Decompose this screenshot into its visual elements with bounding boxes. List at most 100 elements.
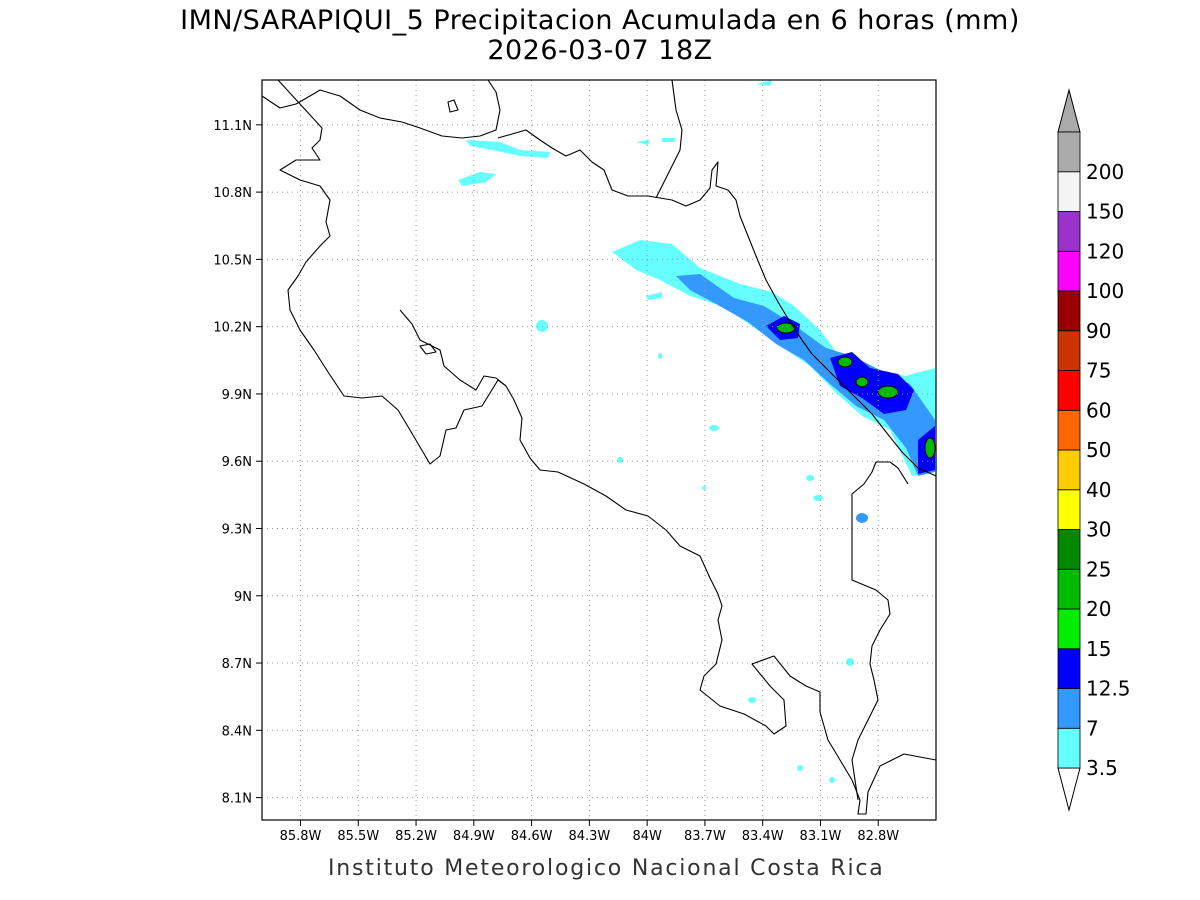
lon-tick-label: 84.9W bbox=[453, 829, 495, 844]
colorbar-level-label: 25 bbox=[1086, 557, 1111, 581]
precip-patch-north-3 bbox=[636, 140, 650, 145]
lat-tick-label: 10.2N bbox=[213, 321, 252, 336]
colorbar-level-label: 15 bbox=[1086, 637, 1111, 661]
precip-patch-11 bbox=[813, 495, 823, 501]
colorbar-segment bbox=[1057, 250, 1081, 292]
lat-tick-label: 9.9N bbox=[222, 388, 252, 403]
map-datetime: 2026-03-07 18Z bbox=[487, 35, 713, 66]
lon-tick-label: 85.8W bbox=[280, 829, 322, 844]
colorbar-level-label: 100 bbox=[1086, 279, 1124, 303]
colorbar-segment bbox=[1057, 568, 1081, 610]
precip-patch-north-5 bbox=[756, 80, 772, 86]
coastline bbox=[261, 79, 937, 815]
precip-core-green-5 bbox=[924, 437, 936, 459]
colorbar-level-label: 90 bbox=[1086, 319, 1111, 343]
colorbar-segment bbox=[1057, 330, 1081, 371]
lon-tick-label: 83.7W bbox=[684, 829, 726, 844]
colorbar-segment bbox=[1057, 370, 1081, 411]
lat-tick-label: 9.6N bbox=[222, 455, 252, 470]
colorbar-level-label: 30 bbox=[1086, 518, 1111, 542]
colorbar-level-label: 12.5 bbox=[1086, 677, 1131, 701]
pacific-coastline bbox=[277, 79, 937, 815]
precip-core-green-4 bbox=[877, 385, 899, 399]
map-grid bbox=[262, 80, 936, 820]
colorbar-level-label: 40 bbox=[1086, 478, 1111, 502]
lon-tick-label: 82.8W bbox=[857, 829, 899, 844]
lon-tick-label: 84.6W bbox=[511, 829, 553, 844]
precip-patch-7 bbox=[536, 320, 548, 332]
lon-tick-label: 84W bbox=[632, 829, 662, 844]
lon-tick-label: 84.3W bbox=[568, 829, 610, 844]
lat-tick-label: 9.3N bbox=[222, 522, 252, 537]
precip-patch-north-2 bbox=[458, 172, 496, 186]
lat-tick-label: 8.7N bbox=[222, 657, 252, 672]
colorbar-segment bbox=[1057, 727, 1081, 769]
colorbar-segment bbox=[1057, 290, 1081, 332]
nicoya-island bbox=[419, 343, 437, 355]
precip-patch-12 bbox=[856, 513, 868, 523]
colorbar-segment bbox=[1057, 171, 1081, 212]
colorbar-segment bbox=[1057, 529, 1081, 570]
panama-border bbox=[825, 367, 937, 477]
precip-patch-13 bbox=[846, 658, 854, 666]
colorbar-segment bbox=[1057, 688, 1081, 729]
gulf-of-nicoya bbox=[399, 309, 507, 391]
nicaragua-border bbox=[497, 129, 827, 369]
colorbar: 3.5 7 12.5 15 20 25 30 40 50 60 75 90 100 120 150 200 bbox=[1057, 88, 1131, 812]
precip-patch-10 bbox=[806, 475, 814, 481]
lat-tick-label: 10.8N bbox=[213, 186, 252, 201]
precip-patch-6 bbox=[646, 292, 662, 300]
colorbar-segment bbox=[1057, 648, 1081, 689]
colorbar-segment bbox=[1057, 449, 1081, 491]
precip-core-green-1 bbox=[776, 322, 796, 334]
colorbar-level-label: 150 bbox=[1086, 200, 1124, 224]
colorbar-segment bbox=[1057, 211, 1081, 252]
colorbar-segment bbox=[1057, 608, 1081, 650]
lon-tick-label: 83.4W bbox=[742, 829, 784, 844]
colorbar-segment bbox=[1057, 131, 1081, 173]
precip-patch-8 bbox=[709, 425, 719, 431]
colorbar-level-label: 60 bbox=[1086, 398, 1111, 422]
precip-core-green-2 bbox=[837, 356, 853, 368]
precip-band-cyan bbox=[612, 240, 937, 476]
precip-patch-north-1 bbox=[466, 140, 550, 158]
colorbar-lower-arrow bbox=[1057, 767, 1081, 812]
precip-patch-north-4 bbox=[662, 138, 676, 142]
lat-tick-label: 10.5N bbox=[213, 253, 252, 268]
colorbar-level-label: 200 bbox=[1086, 160, 1124, 184]
precip-patch-15 bbox=[797, 765, 803, 771]
precip-patch-14 bbox=[748, 697, 756, 703]
map-title: IMN/SARAPIQUI_5 Precipitacion Acumulada … bbox=[180, 5, 1020, 36]
precipitation-field bbox=[458, 80, 937, 783]
lat-tick-label: 11.1N bbox=[213, 119, 252, 134]
colorbar-level-label: 3.5 bbox=[1086, 756, 1118, 780]
precip-core-green-3 bbox=[855, 376, 869, 388]
colorbar-segment bbox=[1057, 409, 1081, 451]
colorbar-level-label: 120 bbox=[1086, 239, 1124, 263]
lake-feature bbox=[447, 99, 459, 113]
colorbar-level-label: 50 bbox=[1086, 438, 1111, 462]
precip-patch-18 bbox=[702, 486, 706, 490]
precip-patch-9 bbox=[617, 457, 623, 463]
lon-tick-label: 85.5W bbox=[337, 829, 379, 844]
colorbar-upper-arrow bbox=[1057, 88, 1081, 133]
colorbar-level-label: 75 bbox=[1086, 359, 1111, 383]
lat-tick-label: 8.1N bbox=[222, 792, 252, 807]
credit-text: Instituto Meteorologico Nacional Costa R… bbox=[328, 856, 885, 881]
longitude-axis: 85.8W 85.5W 85.2W 84.9W 84.6W 84.3W 84W 83.7W 83… bbox=[280, 820, 899, 844]
caribbean-panama-coast bbox=[851, 461, 909, 801]
colorbar-level-label: 7 bbox=[1086, 716, 1099, 740]
lat-tick-label: 9N bbox=[234, 590, 252, 605]
lon-tick-label: 85.2W bbox=[395, 829, 437, 844]
colorbar-level-label: 20 bbox=[1086, 597, 1111, 621]
precip-patch-16 bbox=[829, 777, 835, 783]
north-shore bbox=[655, 79, 683, 199]
precip-core-darkblue-2 bbox=[830, 352, 914, 414]
caribbean-coastline bbox=[261, 79, 501, 139]
latitude-axis: 11.1N 10.8N 10.5N 10.2N 9.9N 9.6N 9.3N 9N 8.7N 8.… bbox=[213, 119, 262, 807]
map-frame bbox=[261, 79, 937, 821]
colorbar-segment bbox=[1057, 489, 1081, 530]
lon-tick-label: 83.1W bbox=[800, 829, 842, 844]
lat-tick-label: 8.4N bbox=[222, 724, 252, 739]
